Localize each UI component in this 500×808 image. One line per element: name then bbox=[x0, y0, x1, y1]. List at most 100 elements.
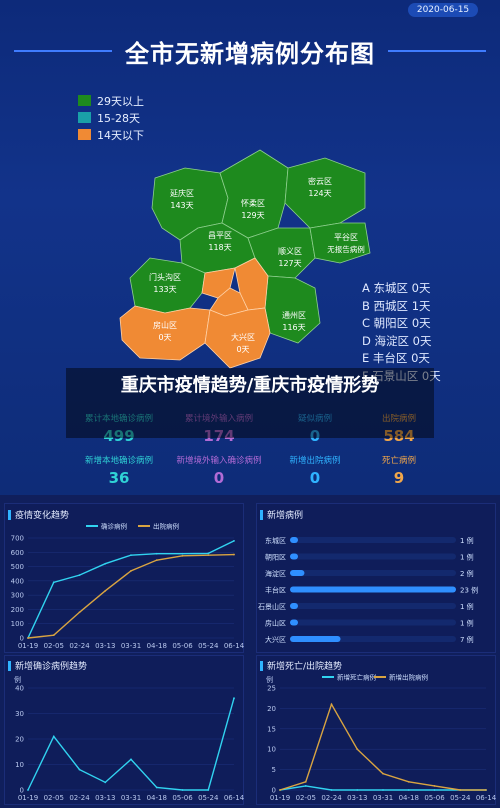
data-point bbox=[104, 562, 107, 565]
bar-fill bbox=[290, 553, 298, 560]
map-legend: 29天以上 15-28天 14天以下 bbox=[78, 92, 144, 143]
map-label-mentougou-days: 133天 bbox=[153, 285, 176, 294]
stat-cumulative-imported: 累计境外输入病例 174 bbox=[164, 412, 274, 446]
legend-label: 15-28天 bbox=[97, 111, 140, 125]
district-legend-item: F 石景山区 0天 bbox=[362, 368, 441, 383]
y-tick-label: 300 bbox=[11, 592, 24, 600]
district-legend-item: E 丰台区 0天 bbox=[362, 351, 430, 365]
x-tick-label: 01-19 bbox=[270, 794, 290, 802]
district-legend-item: B 西城区 1天 bbox=[362, 298, 431, 313]
district-legend: A 东城区 0天 B 西城区 1天 C 朝阳区 0天 D 海淀区 0天 E 丰台… bbox=[362, 280, 441, 385]
y-tick-label: 700 bbox=[11, 535, 24, 543]
stat-deaths: 死亡病例 9 bbox=[344, 454, 454, 488]
y-tick-label: 20 bbox=[15, 736, 24, 744]
data-point bbox=[304, 780, 307, 783]
x-tick-label: 06-14 bbox=[224, 794, 244, 802]
panel-title-bar bbox=[260, 509, 263, 520]
data-point bbox=[433, 789, 436, 791]
bar-value-label: 23 例 bbox=[460, 586, 478, 595]
legend-swatch-orange bbox=[78, 129, 91, 140]
x-tick-label: 02-05 bbox=[296, 794, 316, 802]
x-tick-label: 05-06 bbox=[172, 642, 193, 650]
data-point bbox=[304, 785, 307, 787]
legend-label: 14天以下 bbox=[97, 128, 144, 142]
district-pinggu[interactable] bbox=[309, 222, 371, 264]
data-point bbox=[233, 697, 235, 700]
map-label-huairou-days: 129天 bbox=[241, 211, 264, 220]
overlay-title: 重庆市疫情趋势/重庆市疫情形势 bbox=[120, 375, 380, 396]
map-label-mentougou-name: 门头沟区 bbox=[149, 272, 181, 282]
map-label-pinggu-days: 无报告病例 bbox=[327, 244, 365, 254]
data-point bbox=[155, 559, 158, 562]
data-point bbox=[181, 554, 184, 557]
stat-value: 174 bbox=[203, 427, 235, 445]
map-label-tongzhou-days: 116天 bbox=[282, 323, 305, 332]
stat-label: 出院病例 bbox=[381, 414, 416, 424]
chart-new-deaths: 例 0 5 10 15 20 25 01-19 02-05 02-24 03-13 03-31 04-1… bbox=[266, 673, 496, 803]
bar-fill bbox=[290, 636, 341, 642]
stat-label: 新增本地确诊病例 bbox=[84, 456, 153, 466]
district-miyun[interactable] bbox=[284, 157, 366, 229]
stat-value: 36 bbox=[108, 469, 130, 487]
y-tick-label: 0 bbox=[20, 635, 24, 643]
stat-label: 新增出院病例 bbox=[289, 456, 341, 466]
x-tick-label: 03-13 bbox=[95, 794, 115, 802]
bar-track bbox=[290, 537, 456, 543]
legend-swatch-teal bbox=[78, 112, 91, 123]
data-point bbox=[104, 781, 107, 784]
legend-label: 29天以上 bbox=[97, 94, 144, 108]
stat-label: 累计本地确诊病例 bbox=[84, 414, 153, 424]
x-tick-label: 02-24 bbox=[69, 642, 90, 650]
stat-value: 0 bbox=[309, 469, 321, 487]
data-point bbox=[52, 634, 55, 637]
stat-label: 新增境外输入确诊病例 bbox=[176, 456, 262, 466]
stat-value: 9 bbox=[393, 469, 405, 487]
chart-new-confirmed: 例 0 10 20 30 40 01-19 02-05 02-24 03-13 03-31 04-18… bbox=[14, 675, 244, 802]
data-point bbox=[330, 789, 333, 791]
bar-category-label: 石景山区 bbox=[258, 602, 286, 611]
map-label-shunyi-days: 127天 bbox=[278, 259, 301, 268]
data-point bbox=[155, 552, 158, 555]
x-tick-label: 05-06 bbox=[424, 794, 445, 802]
x-tick-label: 01-19 bbox=[18, 794, 38, 802]
panel-title-trend: 疫情变化趋势 bbox=[8, 508, 69, 521]
bar-value-label: 2 例 bbox=[460, 569, 474, 578]
page-title: 全市无新增病例分布图 bbox=[125, 40, 375, 68]
panel-title-new-confirmed: 新增确诊病例趋势 bbox=[8, 659, 87, 672]
legend-label: 出院病例 bbox=[153, 522, 179, 531]
data-point bbox=[356, 789, 359, 791]
x-tick-label: 05-24 bbox=[450, 794, 471, 802]
x-tick-label: 03-13 bbox=[95, 642, 115, 650]
panel-title-text: 新增确诊病例趋势 bbox=[15, 662, 88, 672]
district-daxing[interactable] bbox=[204, 307, 271, 369]
data-point bbox=[78, 574, 81, 577]
data-point bbox=[233, 539, 235, 542]
legend-label: 新增死亡病例 bbox=[337, 673, 376, 682]
bar-fill bbox=[290, 586, 456, 593]
map-label-miyun-days: 124天 bbox=[308, 189, 331, 198]
legend-label: 新增出院病例 bbox=[389, 673, 428, 682]
district-legend-item: A 东城区 0天 bbox=[362, 281, 431, 295]
x-tick-label: 03-31 bbox=[121, 794, 141, 802]
bar-fill bbox=[290, 619, 298, 626]
map-label-yanqing-name: 延庆区 bbox=[170, 188, 194, 198]
x-tick-label: 04-18 bbox=[147, 642, 167, 650]
stat-value: 0 bbox=[213, 469, 225, 487]
x-tick-label: 01-19 bbox=[18, 642, 38, 650]
panel-title-bar bbox=[8, 660, 11, 671]
y-axis-label: 例 bbox=[14, 675, 21, 684]
data-point bbox=[233, 553, 235, 556]
district-huairou[interactable] bbox=[219, 149, 289, 239]
x-tick-label: 06-14 bbox=[476, 794, 496, 802]
title-divider-right bbox=[388, 50, 486, 52]
bar-category-label: 朝阳区 bbox=[265, 553, 286, 562]
district-tongzhou[interactable] bbox=[264, 275, 321, 344]
stat-new-discharged: 新增出院病例 0 bbox=[260, 454, 370, 488]
data-point bbox=[52, 735, 55, 738]
y-tick-label: 500 bbox=[11, 563, 24, 571]
legend-label: 确诊病例 bbox=[101, 522, 127, 531]
data-point bbox=[27, 789, 29, 791]
stat-value: 0 bbox=[309, 427, 321, 445]
panel-title-text: 新增病例 bbox=[267, 511, 304, 521]
data-point bbox=[207, 554, 210, 557]
